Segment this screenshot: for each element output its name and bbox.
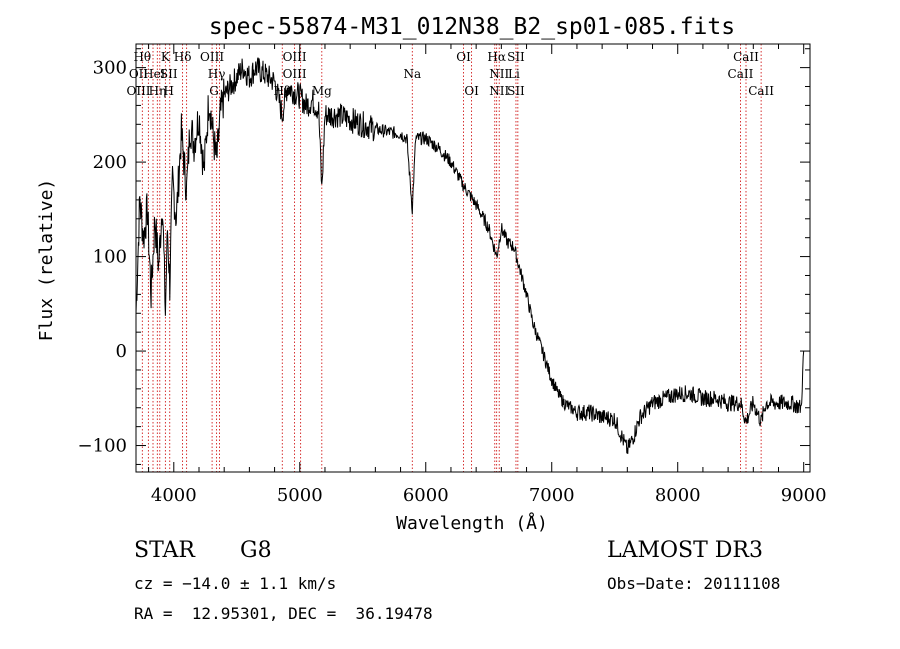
line-markers xyxy=(141,44,762,472)
line-label: Hδ xyxy=(174,50,192,64)
line-label: Hγ xyxy=(208,67,226,81)
line-label: OIII xyxy=(200,50,224,64)
line-label: CaII xyxy=(733,50,759,64)
survey-name: LAMOST DR3 xyxy=(607,538,763,563)
line-label: Na xyxy=(403,67,421,81)
line-label: SII xyxy=(507,84,525,98)
line-label: OIII xyxy=(283,50,307,64)
line-label: OIII xyxy=(126,84,150,98)
line-label: G xyxy=(209,84,219,98)
line-label: OI xyxy=(464,84,479,98)
spectrum-line xyxy=(135,57,805,454)
x-tick-label: 5000 xyxy=(277,485,323,506)
line-label: Li xyxy=(508,67,520,81)
y-tick-label: 200 xyxy=(93,152,127,173)
line-label: K xyxy=(161,50,171,64)
axes: 4000 5000 6000 7000 8000 9000 −100 0 100 200 300 xyxy=(78,44,827,506)
line-label: NII xyxy=(489,84,509,98)
line-label: Hα xyxy=(487,50,506,64)
coordinates: RA = 12.95301, DEC = 36.19478 xyxy=(134,604,433,623)
y-tick-label: 0 xyxy=(116,341,127,362)
chart-title: spec-55874-M31_012N38_B2_sp01-085.fits xyxy=(209,14,735,40)
line-labels: Hθ K Hδ OIII OIII OI Hα SII CaIIOIIHeISIIOIIIHηH… xyxy=(126,50,774,98)
line-label: CaII xyxy=(748,84,774,98)
line-label: Hθ xyxy=(133,50,151,64)
line-label: H xyxy=(164,84,174,98)
line-label: CaII xyxy=(728,67,754,81)
line-label: Mg xyxy=(312,84,332,98)
y-tick-label: −100 xyxy=(78,436,127,457)
observation-date: Obs−Date: 20111108 xyxy=(607,574,781,593)
redshift-cz: cz = −14.0 ± 1.1 km/s xyxy=(134,574,337,593)
line-label: HeI xyxy=(143,67,166,81)
line-label: Hη xyxy=(149,84,167,98)
x-tick-label: 7000 xyxy=(529,485,575,506)
spectrum-chart: spec-55874-M31_012N38_B2_sp01-085.fits H… xyxy=(36,14,827,534)
x-tick-label: 6000 xyxy=(403,485,449,506)
line-label: NII xyxy=(489,67,509,81)
x-tick-label: 8000 xyxy=(655,485,701,506)
y-tick-label: 100 xyxy=(93,247,127,268)
y-tick-label: 300 xyxy=(93,58,127,79)
y-axis-label: Flux (relative) xyxy=(36,179,57,342)
line-label: OII xyxy=(129,67,149,81)
object-subclass: G8 xyxy=(240,538,272,563)
plot-frame xyxy=(135,43,811,473)
line-label: SII xyxy=(160,67,178,81)
object-class: STAR xyxy=(134,538,195,563)
x-tick-label: 4000 xyxy=(151,485,197,506)
line-label: SII xyxy=(507,50,525,64)
x-axis-label: Wavelength (Å) xyxy=(396,512,548,534)
line-label: OI xyxy=(456,50,471,64)
line-label: OIII xyxy=(283,67,307,81)
x-tick-label: 9000 xyxy=(781,485,827,506)
